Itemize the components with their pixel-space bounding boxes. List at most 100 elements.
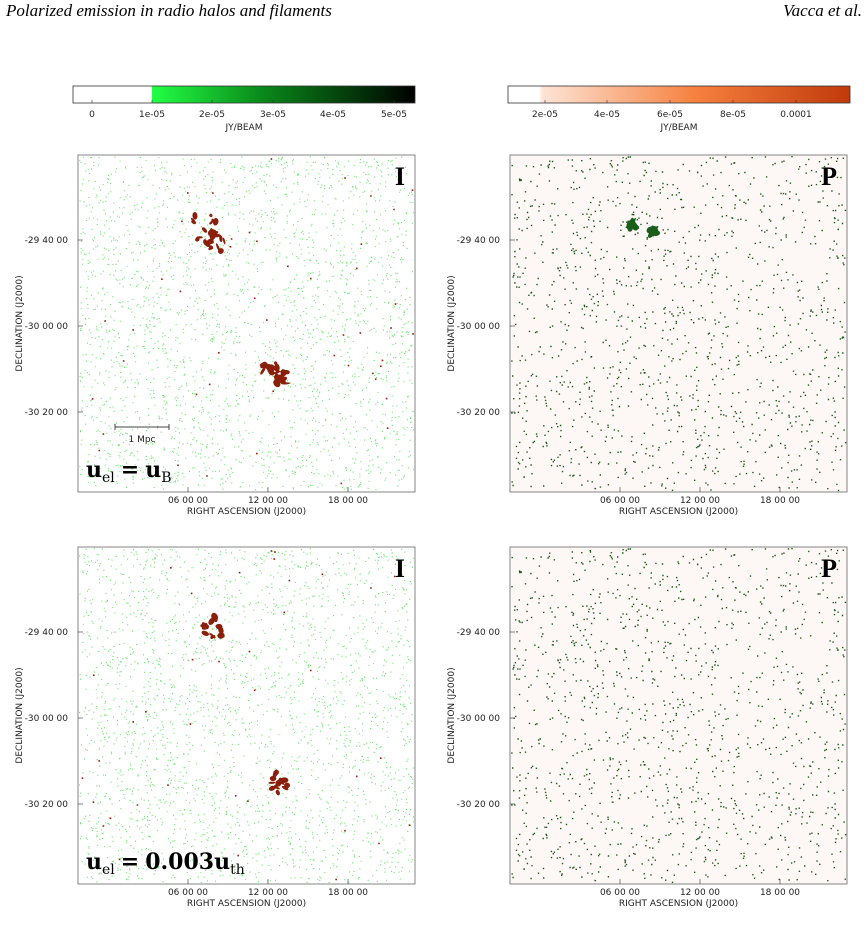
source-emission <box>275 789 280 796</box>
source-emission <box>627 220 631 228</box>
colorbar-tick-label: 1e-05 <box>139 110 165 120</box>
source-emission <box>209 213 213 218</box>
source-emission <box>273 379 281 388</box>
source-emission <box>201 626 209 630</box>
source-emission <box>211 612 219 621</box>
source-emission <box>192 211 198 220</box>
source-emission <box>201 227 208 233</box>
source-emission <box>631 217 636 226</box>
annotation: uel = 0.003uth <box>86 849 245 878</box>
source-emission <box>269 775 277 782</box>
running-authors: Vacca et al. <box>783 1 862 20</box>
colorbar-tick-label: 4e-05 <box>594 110 620 120</box>
y-tick-label: -30 00 00 <box>457 322 501 332</box>
source-emission <box>282 370 290 375</box>
annotation-part: u <box>145 457 161 483</box>
source-emission <box>205 238 214 245</box>
x-tick-label: 18 00 00 <box>760 496 800 506</box>
y-tick-label: -29 40 00 <box>25 236 69 246</box>
x-tick-label: 12 00 00 <box>680 888 720 898</box>
source-emission <box>647 227 653 232</box>
colorbar-tick-label: 4e-05 <box>320 110 346 120</box>
source-emission <box>209 232 216 240</box>
y-axis-label: DECLINATION (J2000) <box>447 667 457 763</box>
y-tick-label: -30 00 00 <box>25 714 69 724</box>
x-axis-label: RIGHT ASCENSION (J2000) <box>619 899 738 909</box>
y-tick-label: -30 00 00 <box>457 714 501 724</box>
colorbar-tick-label: 8e-05 <box>720 110 746 120</box>
scale-bar-label: 1 Mpc <box>128 435 155 445</box>
x-axis-label: RIGHT ASCENSION (J2000) <box>187 899 306 909</box>
source-emission <box>274 786 280 790</box>
x-tick-label: 06 00 00 <box>600 888 640 898</box>
x-tick-label: 06 00 00 <box>168 496 208 506</box>
x-tick-label: 12 00 00 <box>248 496 288 506</box>
colorbar <box>507 85 851 104</box>
source-emission <box>212 218 219 226</box>
y-axis-label: DECLINATION (J2000) <box>15 667 25 763</box>
colorbar-tick-label: 0.0001 <box>780 110 812 120</box>
source-emission <box>209 245 214 250</box>
source-emission <box>260 367 266 375</box>
y-tick-label: -30 20 00 <box>25 408 69 418</box>
y-tick-label: -29 40 00 <box>457 628 501 638</box>
x-tick-label: 12 00 00 <box>680 496 720 506</box>
colorbar-tick-label: 2e-05 <box>199 110 225 120</box>
x-tick-label: 18 00 00 <box>760 888 800 898</box>
source-emission <box>647 230 655 238</box>
colorbar-tick-label: 6e-05 <box>657 110 683 120</box>
colorbar-tick-label: 5e-05 <box>381 110 407 120</box>
x-tick-label: 06 00 00 <box>600 496 640 506</box>
source-emission <box>268 781 276 784</box>
panel-label: P <box>821 554 837 583</box>
source-emission <box>268 364 276 372</box>
source-emission <box>210 635 215 639</box>
source-emission <box>222 237 226 245</box>
x-axis-label: RIGHT ASCENSION (J2000) <box>619 507 738 517</box>
source-emission <box>268 785 276 791</box>
source-emission <box>209 220 214 225</box>
y-axis-label: DECLINATION (J2000) <box>447 275 457 371</box>
y-tick-label: -30 20 00 <box>25 800 69 810</box>
annotation-part: 0.003u <box>145 849 230 875</box>
colorbar-tick-label: 0 <box>89 110 95 120</box>
source-emission <box>278 777 283 784</box>
y-tick-label: -29 40 00 <box>457 236 501 246</box>
colorbar-unit: JY/BEAM <box>660 123 698 133</box>
source-emission <box>217 632 225 639</box>
source-emission <box>281 785 289 791</box>
y-tick-label: -29 40 00 <box>25 628 69 638</box>
image-frame <box>77 546 416 885</box>
source-emission <box>195 237 200 242</box>
source-emission <box>274 363 280 372</box>
annotation-part: = <box>121 457 139 483</box>
x-tick-label: 12 00 00 <box>248 888 288 898</box>
colorbar <box>72 85 416 104</box>
annotation-part: B <box>161 470 171 486</box>
annotation-part: = <box>121 849 139 875</box>
x-tick-label: 06 00 00 <box>168 888 208 898</box>
annotation-part: el <box>102 862 115 878</box>
y-tick-label: -30 20 00 <box>457 800 501 810</box>
source-emission <box>209 633 213 636</box>
source-emission <box>201 630 209 636</box>
panel-label: I <box>395 162 405 191</box>
y-axis-label: DECLINATION (J2000) <box>15 275 25 371</box>
source-emission <box>259 361 266 366</box>
source-emission <box>219 235 223 242</box>
x-tick-label: 18 00 00 <box>328 888 368 898</box>
annotation-part: th <box>230 862 245 878</box>
source-emission <box>274 373 279 382</box>
running-title: Polarized emission in radio halos and fi… <box>5 1 332 20</box>
source-emission <box>267 369 273 374</box>
panel-label: I <box>395 554 405 583</box>
colorbar-tick-label: 2e-05 <box>532 110 558 120</box>
source-emission <box>277 376 286 384</box>
annotation-part: u <box>86 849 102 875</box>
annotation: uel = uB <box>86 457 172 486</box>
image-frame <box>509 546 848 885</box>
colorbar-tick-label: 3e-05 <box>260 110 286 120</box>
source-emission <box>651 226 658 232</box>
source-emission <box>284 782 291 789</box>
source-emission <box>217 248 224 254</box>
